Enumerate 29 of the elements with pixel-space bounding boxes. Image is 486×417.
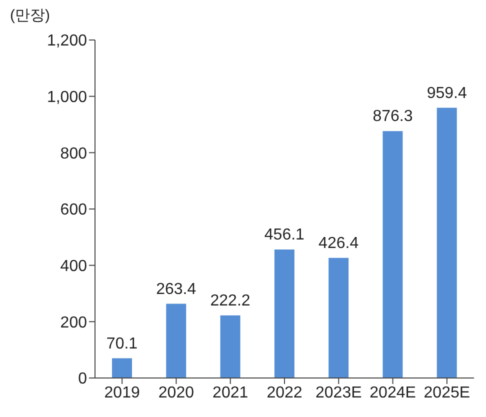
y-axis-title: (만장) (10, 6, 50, 25)
x-tick-label: 2024E (370, 384, 416, 402)
x-tick-label: 2023E (316, 384, 362, 402)
x-tick-label: 2021 (212, 384, 248, 402)
data-label: 222.2 (210, 292, 250, 310)
data-label: 426.4 (318, 234, 359, 252)
x-tick-label: 2022 (266, 384, 302, 402)
y-tick-label: 800 (60, 145, 88, 162)
bar (220, 315, 240, 378)
x-tick-label: 2020 (158, 384, 194, 402)
bar (436, 108, 457, 378)
data-label: 70.1 (106, 335, 138, 352)
data-label: 456.1 (264, 226, 305, 244)
y-tick-label: 400 (60, 258, 88, 276)
x-tick-label: 2025E (424, 384, 470, 402)
bar (112, 358, 132, 378)
bar (274, 250, 294, 378)
data-label: 959.4 (426, 84, 467, 102)
y-tick-label: 1,000 (46, 89, 88, 106)
y-tick-label: 1,200 (46, 32, 88, 50)
data-label: 876.3 (372, 108, 413, 126)
y-tick-label: 0 (78, 370, 88, 388)
x-tick-label: 2019 (104, 384, 140, 402)
y-tick-label: 600 (60, 202, 88, 219)
y-tick-label: 200 (60, 314, 88, 332)
bar (382, 131, 403, 378)
bar (328, 258, 349, 378)
data-label: 263.4 (156, 280, 196, 298)
bar (166, 304, 186, 378)
